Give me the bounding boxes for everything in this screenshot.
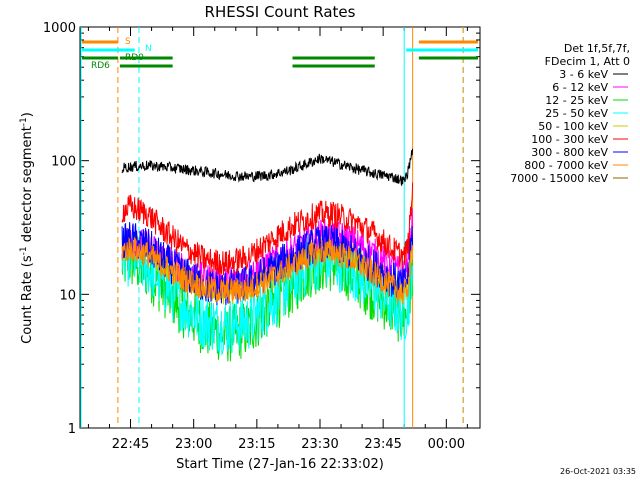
y-axis-label-part: detector segment xyxy=(20,126,35,246)
chart-title: RHESSI Count Rates xyxy=(205,3,356,21)
y-axis-label-part: Count Rate (s xyxy=(20,255,35,344)
y-tick-label: 10 xyxy=(59,288,76,303)
legend-entry-label: 12 - 25 keV xyxy=(545,94,608,107)
series-line xyxy=(121,148,414,186)
legend-header: FDecim 1, Att 0 xyxy=(545,55,630,68)
legend-entry-label: 3 - 6 keV xyxy=(559,68,608,81)
x-axis-label: Start Time (27-Jan-16 22:33:02) xyxy=(176,457,384,472)
y-axis-label-part: ) xyxy=(20,112,35,117)
legend-header: Det 1f,5f,7f, xyxy=(564,42,630,55)
legend-entry-label: 50 - 100 keV xyxy=(538,120,608,133)
series-line xyxy=(121,182,414,276)
footer-timestamp: 26-Oct-2021 03:35 xyxy=(560,467,636,476)
x-tick-label: 23:45 xyxy=(364,437,401,452)
y-tick-label: 1 xyxy=(68,422,76,437)
legend-entry-label: 25 - 50 keV xyxy=(545,107,608,120)
state-bar-label: RD6 xyxy=(91,61,110,71)
series-line xyxy=(121,236,414,305)
legend-entry-label: 100 - 300 keV xyxy=(531,133,608,146)
x-tick-label: 23:15 xyxy=(238,437,275,452)
y-axis-label: Count Rate (s-1 detector segment-1) xyxy=(19,112,35,344)
x-tick-label: 23:00 xyxy=(175,437,212,452)
y-tick-label: 100 xyxy=(51,155,76,170)
legend-entry-label: 7000 - 15000 keV xyxy=(510,172,608,185)
plot-frame xyxy=(79,26,481,429)
x-tick-label: 22:45 xyxy=(112,437,149,452)
x-tick-label: 23:30 xyxy=(301,437,338,452)
legend-entry-label: 6 - 12 keV xyxy=(552,81,608,94)
state-bar-label: S xyxy=(125,37,131,47)
legend-entry-label: 300 - 800 keV xyxy=(531,146,608,159)
plot-area: 1 10 100 1000 22:45 23:00 23:15 23:30 23:45 00:00… xyxy=(43,21,481,452)
y-axis-label-sup: -1 xyxy=(19,117,29,126)
y-tick-label: 1000 xyxy=(43,21,76,36)
series-line xyxy=(121,222,414,306)
y-axis-label-sup: -1 xyxy=(19,246,29,255)
x-tick-label: 00:00 xyxy=(428,437,465,452)
state-bar-label: N xyxy=(145,44,152,54)
legend-entry-label: 800 - 7000 keV xyxy=(524,159,608,172)
state-bar-label: RD0 xyxy=(125,53,144,63)
